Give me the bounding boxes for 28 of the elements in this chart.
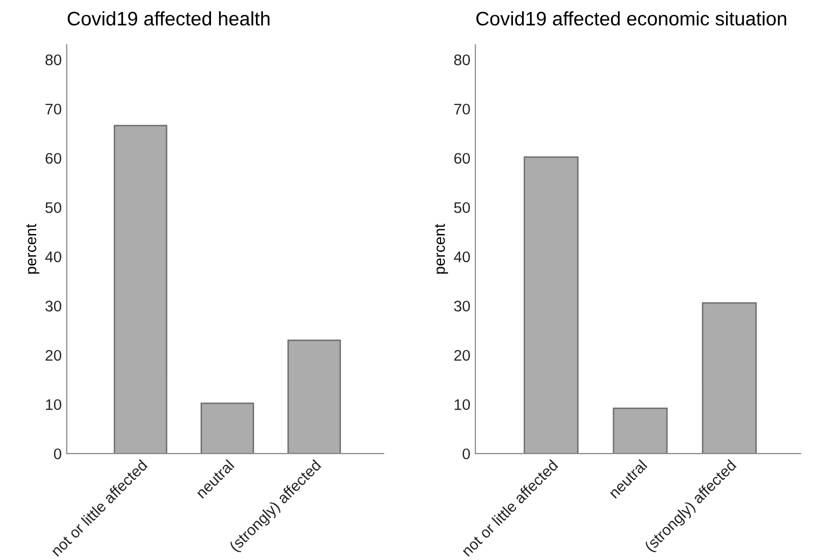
y-tick-label: 10 [454,399,470,410]
y-tick-label: 60 [46,152,62,164]
bar [287,340,341,454]
y-tick-label: 70 [454,104,470,115]
bar [524,156,579,454]
bar [612,408,668,454]
y-tick-label: 40 [45,251,62,262]
y-tick-label: 0 [462,448,470,460]
chart-title: Covid19 affected economic situation [476,11,786,26]
y-tick-label: 70 [46,104,62,115]
bar [702,302,757,454]
y-tick-label: 20 [454,350,470,361]
y-tick-label: 0 [54,448,62,460]
y-tick-label: 20 [46,350,62,361]
y-tick-label: 30 [454,300,470,312]
bar [114,124,168,454]
y-tick-label: 30 [45,300,62,312]
y-tick-label: 10 [46,399,62,410]
y-tick-label: 40 [454,251,470,262]
y-tick-label: 80 [46,54,62,66]
chart-title: Covid19 affected health [68,11,270,26]
y-tick-label: 50 [454,202,470,214]
y-axis-title: percent [434,224,448,274]
y-tick-label: 80 [454,54,470,66]
bar [200,402,254,454]
y-tick-label: 60 [454,152,470,164]
y-axis-title: percent [26,224,40,274]
y-tick-label: 50 [45,202,62,214]
